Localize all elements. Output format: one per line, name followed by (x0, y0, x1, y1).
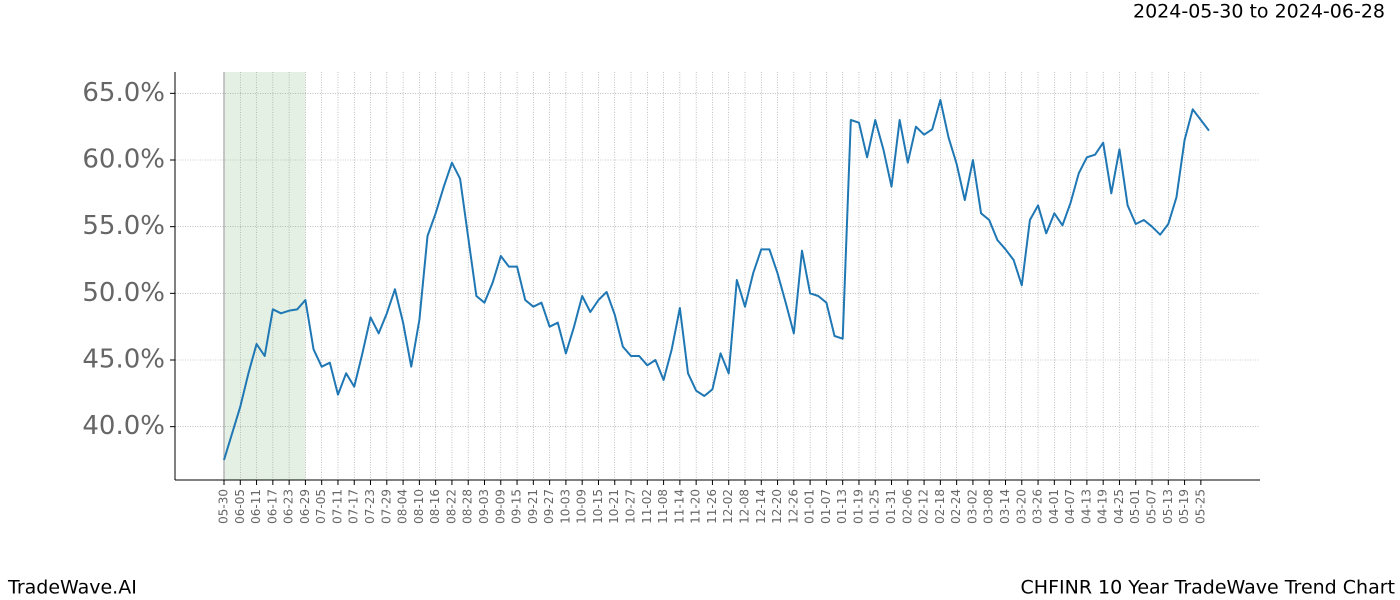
x-tick-label: 03-26 (1031, 489, 1045, 524)
x-tick-label: 05-19 (1177, 489, 1191, 524)
line (223, 99, 1210, 461)
x-tick-label: 11-14 (672, 489, 686, 524)
y-tick-label: 65.0% (82, 78, 165, 108)
x-tick-label: 08-04 (396, 489, 410, 524)
x-tick-label: 05-30 (217, 489, 231, 524)
x-tick-label: 02-24 (949, 489, 963, 524)
x-tick-label: 12-14 (754, 489, 768, 524)
x-tick-label: 11-26 (705, 489, 719, 524)
x-tick-label: 05-01 (1128, 489, 1142, 524)
x-tick-label: 12-08 (737, 489, 751, 524)
y-tick-label: 60.0% (82, 145, 165, 175)
x-tick-label: 09-15 (510, 489, 524, 524)
x-tick-label: 05-13 (1161, 489, 1175, 524)
x-tick-label: 01-13 (835, 489, 849, 524)
x-tick-label: 01-25 (868, 489, 882, 524)
x-tick-label: 12-20 (770, 489, 784, 524)
y-tick-label: 45.0% (82, 345, 165, 375)
x-tick-label: 03-08 (982, 489, 996, 524)
x-tick-label: 03-14 (998, 489, 1012, 524)
highlight-span (224, 72, 306, 480)
x-tick-label: 08-16 (428, 489, 442, 524)
chart-title: CHFINR 10 Year TradeWave Trend Chart (1021, 577, 1395, 599)
x-tick-label: 09-09 (493, 489, 507, 524)
x-tick-label: 05-25 (1193, 489, 1207, 524)
x-tick-label: 04-01 (1047, 489, 1061, 524)
x-tick-label: 02-12 (917, 489, 931, 524)
x-tick-label: 01-19 (851, 489, 865, 524)
x-tick-label: 10-15 (591, 489, 605, 524)
x-tick-label: 10-27 (624, 489, 638, 524)
x-tick-label: 10-21 (607, 489, 621, 524)
x-tick-label: 09-21 (526, 489, 540, 524)
x-tick-label: 04-25 (1112, 489, 1126, 524)
x-tick-label: 07-11 (330, 489, 344, 524)
x-tick-label: 01-31 (884, 489, 898, 524)
x-tick-label: 06-11 (249, 489, 263, 524)
x-tick-label: 04-07 (1063, 489, 1077, 524)
x-tick-label: 07-17 (347, 489, 361, 524)
x-tick-label: 03-02 (965, 489, 979, 524)
x-tick-label: 09-03 (477, 489, 491, 524)
x-tick-label: 11-20 (689, 489, 703, 524)
x-tick-label: 03-20 (1014, 489, 1028, 524)
x-tick-label: 06-23 (282, 489, 296, 524)
x-tick-label: 08-28 (461, 489, 475, 524)
x-tick-label: 02-06 (900, 489, 914, 524)
x-tick-label: 01-01 (803, 489, 817, 524)
x-tick-label: 10-03 (558, 489, 572, 524)
x-tick-label: 08-22 (444, 489, 458, 524)
x-tick-label: 05-07 (1145, 489, 1159, 524)
x-tick-label: 09-27 (542, 489, 556, 524)
x-tick-label: 12-26 (786, 489, 800, 524)
x-tick-label: 04-19 (1096, 489, 1110, 524)
x-tick-label: 07-05 (314, 489, 328, 524)
x-tick-label: 06-29 (298, 489, 312, 524)
source: TradeWave.AI (7, 577, 137, 599)
y-tick-label: 55.0% (82, 211, 165, 241)
x-tick-label: 12-02 (721, 489, 735, 524)
x-tick-label: 06-17 (265, 489, 279, 524)
chart-subtitle: 2024-05-30 to 2024-06-28 (1133, 1, 1385, 23)
y-tick-label: 50.0% (82, 278, 165, 308)
x-tick-label: 11-08 (656, 489, 670, 524)
x-tick-label: 04-13 (1079, 489, 1093, 524)
x-tick-label: 07-29 (379, 489, 393, 524)
x-tick-label: 01-07 (819, 489, 833, 524)
x-tick-label: 07-23 (363, 489, 377, 524)
x-tick-label: 02-18 (933, 489, 947, 524)
x-tick-label: 10-09 (575, 489, 589, 524)
x-tick-label: 08-10 (412, 489, 426, 524)
x-tick-label: 11-02 (640, 489, 654, 524)
x-tick-label: 06-05 (233, 489, 247, 524)
y-tick-label: 40.0% (82, 411, 165, 441)
